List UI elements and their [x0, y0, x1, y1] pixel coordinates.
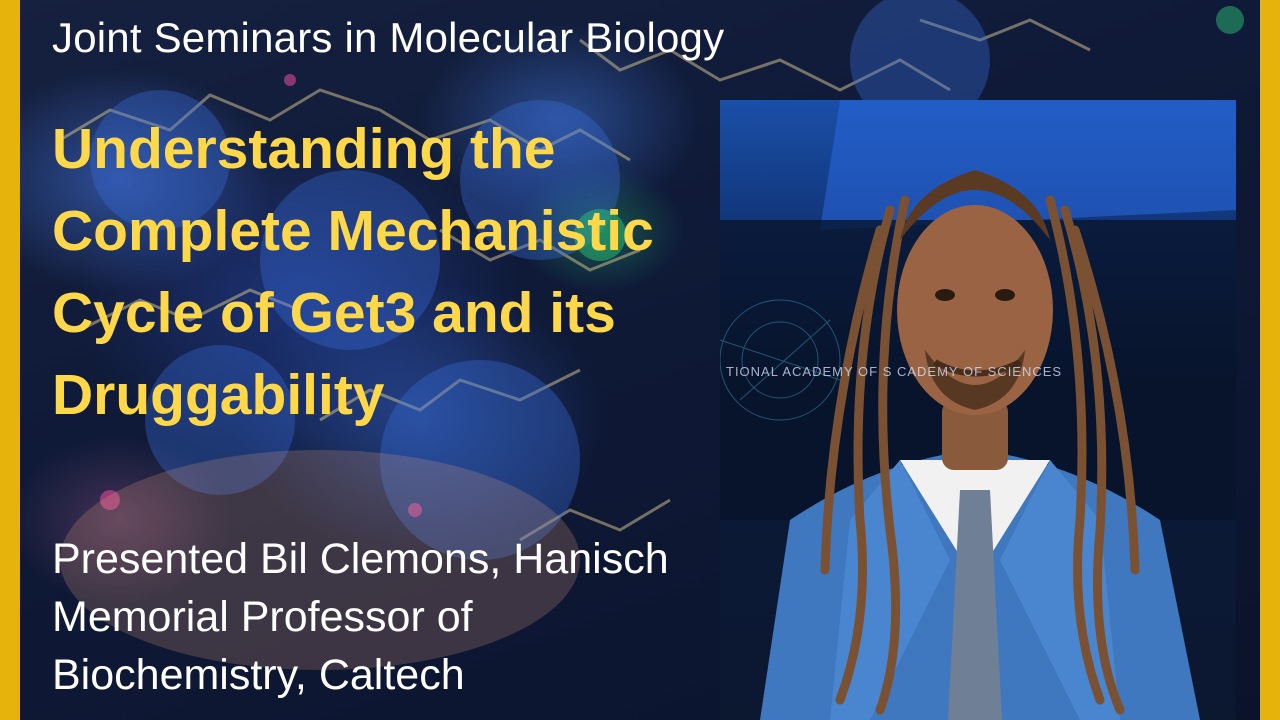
speaker-portrait-illustration	[720, 100, 1236, 720]
backdrop-sign-text: TIONAL ACADEMY OF S CADEMY OF SCIENCES	[726, 364, 1063, 379]
talk-title: Understanding the Complete Mechanistic C…	[52, 117, 654, 427]
speaker-photo: TIONAL ACADEMY OF S CADEMY OF SCIENCES	[720, 100, 1236, 720]
molecular-structure-background	[59, 0, 1244, 670]
seminar-series-title: Joint Seminars in Molecular Biology	[52, 14, 725, 61]
left-accent-border	[0, 0, 20, 720]
right-accent-border	[1260, 0, 1280, 720]
presenter-info: Presented Bil Clemons, Hanisch Memorial …	[52, 535, 669, 699]
